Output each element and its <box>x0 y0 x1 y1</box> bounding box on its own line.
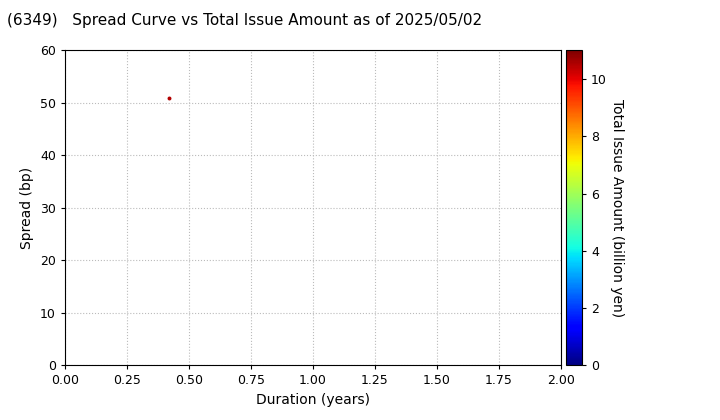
Text: (6349)   Spread Curve vs Total Issue Amount as of 2025/05/02: (6349) Spread Curve vs Total Issue Amoun… <box>7 13 482 28</box>
X-axis label: Duration (years): Duration (years) <box>256 393 370 407</box>
Point <box>163 94 175 101</box>
Y-axis label: Total Issue Amount (billion yen): Total Issue Amount (billion yen) <box>610 99 624 317</box>
Y-axis label: Spread (bp): Spread (bp) <box>20 167 35 249</box>
